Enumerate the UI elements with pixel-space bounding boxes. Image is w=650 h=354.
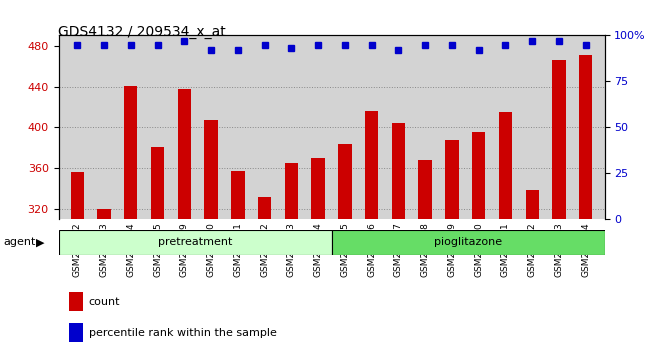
Text: pretreatment: pretreatment	[158, 238, 232, 247]
Bar	[124, 86, 137, 219]
FancyBboxPatch shape	[58, 230, 332, 255]
Text: GDS4132 / 209534_x_at: GDS4132 / 209534_x_at	[58, 25, 226, 39]
Bar	[204, 120, 218, 219]
Bar	[552, 60, 566, 219]
FancyBboxPatch shape	[332, 230, 604, 255]
Bar	[151, 147, 164, 219]
Bar	[445, 140, 459, 219]
Bar	[98, 209, 111, 219]
Text: ▶: ▶	[36, 238, 44, 247]
Bar	[177, 88, 191, 219]
Text: percentile rank within the sample: percentile rank within the sample	[88, 328, 276, 338]
Text: count: count	[88, 297, 120, 307]
Bar	[70, 292, 83, 311]
Bar	[365, 111, 378, 219]
Bar	[71, 172, 84, 219]
Bar	[258, 197, 271, 219]
Bar	[70, 323, 83, 342]
Bar	[526, 190, 539, 219]
Bar	[419, 160, 432, 219]
Bar	[499, 112, 512, 219]
Text: pioglitazone: pioglitazone	[434, 238, 502, 247]
Bar	[231, 171, 244, 219]
Bar	[338, 144, 352, 219]
Bar	[472, 132, 486, 219]
Bar	[579, 55, 592, 219]
Bar	[392, 123, 405, 219]
Text: agent: agent	[3, 238, 36, 247]
Bar	[311, 158, 325, 219]
Bar	[285, 163, 298, 219]
